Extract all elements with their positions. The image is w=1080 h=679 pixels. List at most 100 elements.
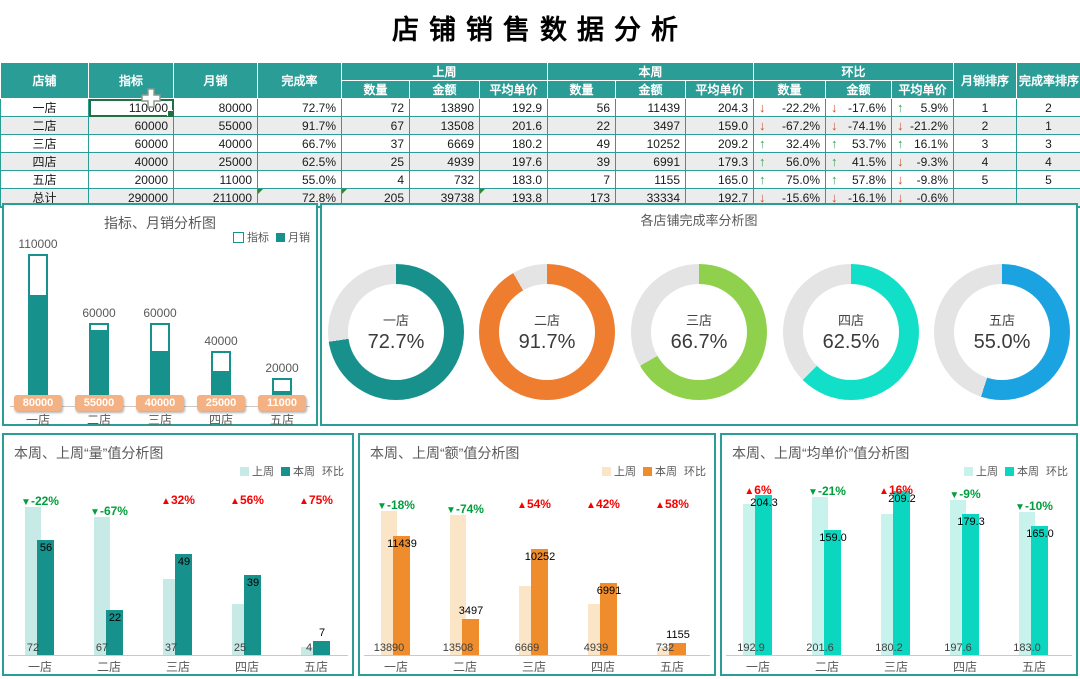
cell-wow1[interactable]: ↓ -17.6% [825,98,892,117]
cell-tw0[interactable]: 7 [547,170,616,189]
cell-lw2[interactable]: 193.8 [479,188,548,208]
cell-tw2[interactable]: 204.3 [685,98,754,117]
cell-target[interactable]: 290000 [88,188,174,208]
cell-lw2[interactable]: 201.6 [479,116,548,135]
cell-target[interactable]: 20000 [88,170,174,189]
cell-lw0[interactable]: 37 [341,134,410,153]
cell-wow1[interactable]: ↑ 41.5% [825,152,892,171]
cell-rate[interactable]: 72.7% [257,98,342,117]
cell-monthly[interactable]: 80000 [173,98,258,117]
cell-tw0[interactable]: 22 [547,116,616,135]
col-header-store[interactable]: 店铺 [0,62,89,99]
cell-lw1[interactable]: 4939 [409,152,480,171]
cell-tw0[interactable]: 49 [547,134,616,153]
cell-store[interactable]: 四店 [0,152,89,171]
cell-rank_m[interactable]: 2 [953,116,1017,135]
cell-tw1[interactable]: 10252 [615,134,686,153]
cell-tw0[interactable]: 39 [547,152,616,171]
cell-monthly[interactable]: 25000 [173,152,258,171]
col-header-tw-amount[interactable]: 金额 [615,80,686,99]
cell-wow2[interactable]: ↓ -0.6% [891,188,954,208]
cell-monthly[interactable]: 11000 [173,170,258,189]
cell-tw1[interactable]: 3497 [615,116,686,135]
cell-wow0[interactable]: ↑ 75.0% [753,170,826,189]
cell-rank_r[interactable]: 4 [1016,152,1080,171]
col-header-wow-amount[interactable]: 金额 [825,80,892,99]
col-group-this-week[interactable]: 本周 [547,62,754,81]
cell-tw1[interactable]: 6991 [615,152,686,171]
cell-lw0[interactable]: 25 [341,152,410,171]
col-header-rank-monthly[interactable]: 月销排序 [953,62,1017,99]
sales-table[interactable]: 店铺 指标 月销 完成率 上周 本周 环比 月销排序 完成率排序 数量 金额 平… [0,62,1080,208]
cell-tw1[interactable]: 33334 [615,188,686,208]
cell-tw2[interactable]: 179.3 [685,152,754,171]
cell-wow0[interactable]: ↓ -67.2% [753,116,826,135]
col-header-lw-qty[interactable]: 数量 [341,80,410,99]
cell-wow1[interactable]: ↓ -74.1% [825,116,892,135]
cell-rate[interactable]: 66.7% [257,134,342,153]
cell-wow2[interactable]: ↓ -21.2% [891,116,954,135]
cell-target[interactable]: 110000 [88,98,174,117]
cell-wow0[interactable]: ↑ 32.4% [753,134,826,153]
col-header-tw-qty[interactable]: 数量 [547,80,616,99]
cell-target[interactable]: 60000 [88,116,174,135]
col-header-target[interactable]: 指标 [88,62,174,99]
cell-tw2[interactable]: 159.0 [685,116,754,135]
cell-store[interactable]: 五店 [0,170,89,189]
cell-rank_r[interactable]: 5 [1016,170,1080,189]
cell-tw0[interactable]: 56 [547,98,616,117]
cell-wow0[interactable]: ↓ -15.6% [753,188,826,208]
cell-wow1[interactable]: ↑ 53.7% [825,134,892,153]
target-monthly-chart-panel[interactable]: 指标、月销分析图 指标 月销 110000 80000 一店 60000 55000 二店 6… [2,203,318,427]
col-header-wow-avg[interactable]: 平均单价 [891,80,954,99]
cell-lw1[interactable]: 13890 [409,98,480,117]
col-header-monthly[interactable]: 月销 [173,62,258,99]
cell-wow2[interactable]: ↑ 5.9% [891,98,954,117]
col-header-tw-avg[interactable]: 平均单价 [685,80,754,99]
cell-lw1[interactable]: 13508 [409,116,480,135]
cell-lw1[interactable]: 6669 [409,134,480,153]
cell-store[interactable]: 一店 [0,98,89,117]
cell-tw2[interactable]: 165.0 [685,170,754,189]
cell-rank_m[interactable]: 3 [953,134,1017,153]
cell-rank_r[interactable]: 1 [1016,116,1080,135]
selection-fill-handle[interactable] [167,110,173,116]
cell-lw2[interactable]: 197.6 [479,152,548,171]
cell-store[interactable]: 总计 [0,188,89,208]
cell-monthly[interactable]: 211000 [173,188,258,208]
cell-wow2[interactable]: ↓ -9.8% [891,170,954,189]
cell-rate[interactable]: 91.7% [257,116,342,135]
cell-rank_r[interactable] [1016,188,1080,208]
cell-target[interactable]: 60000 [88,134,174,153]
col-header-lw-amount[interactable]: 金额 [409,80,480,99]
cell-tw1[interactable]: 11439 [615,98,686,117]
cell-rate[interactable]: 55.0% [257,170,342,189]
cell-store[interactable]: 二店 [0,116,89,135]
cell-tw1[interactable]: 1155 [615,170,686,189]
col-header-rank-rate[interactable]: 完成率排序 [1016,62,1080,99]
cell-monthly[interactable]: 40000 [173,134,258,153]
cell-rank_m[interactable]: 5 [953,170,1017,189]
cell-lw0[interactable]: 72 [341,98,410,117]
cell-lw0[interactable]: 67 [341,116,410,135]
cell-wow0[interactable]: ↑ 56.0% [753,152,826,171]
avgprice-compare-chart-panel[interactable]: 本周、上周“均单价”值分析图 上周 本周 环比 192.9 204.3 ▲6% 一店 201… [720,433,1078,676]
cell-rank_r[interactable]: 2 [1016,98,1080,117]
cell-lw1[interactable]: 732 [409,170,480,189]
cell-lw1[interactable]: 39738 [409,188,480,208]
col-header-wow-qty[interactable]: 数量 [753,80,826,99]
cell-lw2[interactable]: 192.9 [479,98,548,117]
amount-compare-chart-panel[interactable]: 本周、上周“额”值分析图 上周 本周 环比 13890 11439 ▼-18% 一店 135… [358,433,716,676]
cell-rate[interactable]: 62.5% [257,152,342,171]
cell-lw0[interactable]: 4 [341,170,410,189]
col-group-wow[interactable]: 环比 [753,62,954,81]
cell-lw2[interactable]: 183.0 [479,170,548,189]
cell-wow0[interactable]: ↓ -22.2% [753,98,826,117]
cell-wow2[interactable]: ↑ 16.1% [891,134,954,153]
qty-compare-chart-panel[interactable]: 本周、上周“量”值分析图 上周 本周 环比 72 56 ▼-22% 一店 67 22 ▼-67%… [2,433,354,676]
cell-tw2[interactable]: 209.2 [685,134,754,153]
col-group-last-week[interactable]: 上周 [341,62,548,81]
cell-rank_m[interactable]: 4 [953,152,1017,171]
cell-rank_r[interactable]: 3 [1016,134,1080,153]
cell-wow2[interactable]: ↓ -9.3% [891,152,954,171]
